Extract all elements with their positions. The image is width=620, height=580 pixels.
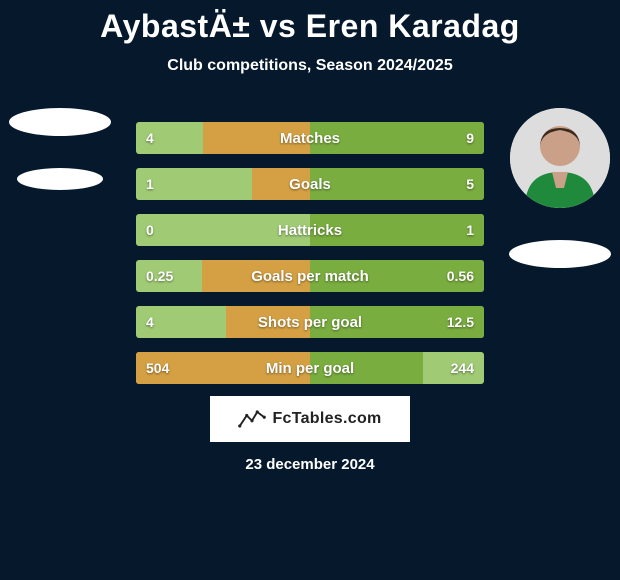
metric-row: Min per goal504244: [136, 352, 484, 384]
player-right-avatar: [510, 108, 610, 208]
metric-left-fill: [226, 306, 310, 338]
person-icon: [510, 108, 610, 208]
player-right-flag-placeholder: [509, 240, 611, 268]
brand-logo: FcTables.com: [210, 396, 410, 442]
player-right-column: [500, 108, 620, 268]
metric-row: Shots per goal412.5: [136, 306, 484, 338]
player-left-column: [0, 108, 120, 190]
page-subtitle: Club competitions, Season 2024/2025: [0, 57, 620, 75]
metric-row: Goals per match0.250.56: [136, 260, 484, 292]
metric-left-fill: [252, 168, 310, 200]
metric-right-fill: [310, 306, 484, 338]
comparison-bars: Matches49 Goals15 Hattricks01 Goals per mat…: [136, 122, 484, 384]
metric-row: Matches49: [136, 122, 484, 154]
metric-row: Hattricks01: [136, 214, 484, 246]
metric-left-fill: [202, 260, 310, 292]
player-left-flag-placeholder: [17, 168, 103, 190]
chart-icon: [238, 408, 266, 430]
metric-right-fill: [310, 122, 484, 154]
player-left-avatar-placeholder: [9, 108, 111, 136]
page-title: AybastÄ± vs Eren Karadag: [0, 0, 620, 45]
metric-right-fill: [310, 260, 484, 292]
metric-left-fill: [136, 352, 310, 384]
metric-row: Goals15: [136, 168, 484, 200]
metric-left-fill: [203, 122, 310, 154]
brand-text: FcTables.com: [272, 410, 381, 428]
metric-right-fill: [310, 214, 484, 246]
footer-date: 23 december 2024: [0, 456, 620, 473]
metric-right-fill: [310, 352, 423, 384]
metric-right-fill: [310, 168, 484, 200]
